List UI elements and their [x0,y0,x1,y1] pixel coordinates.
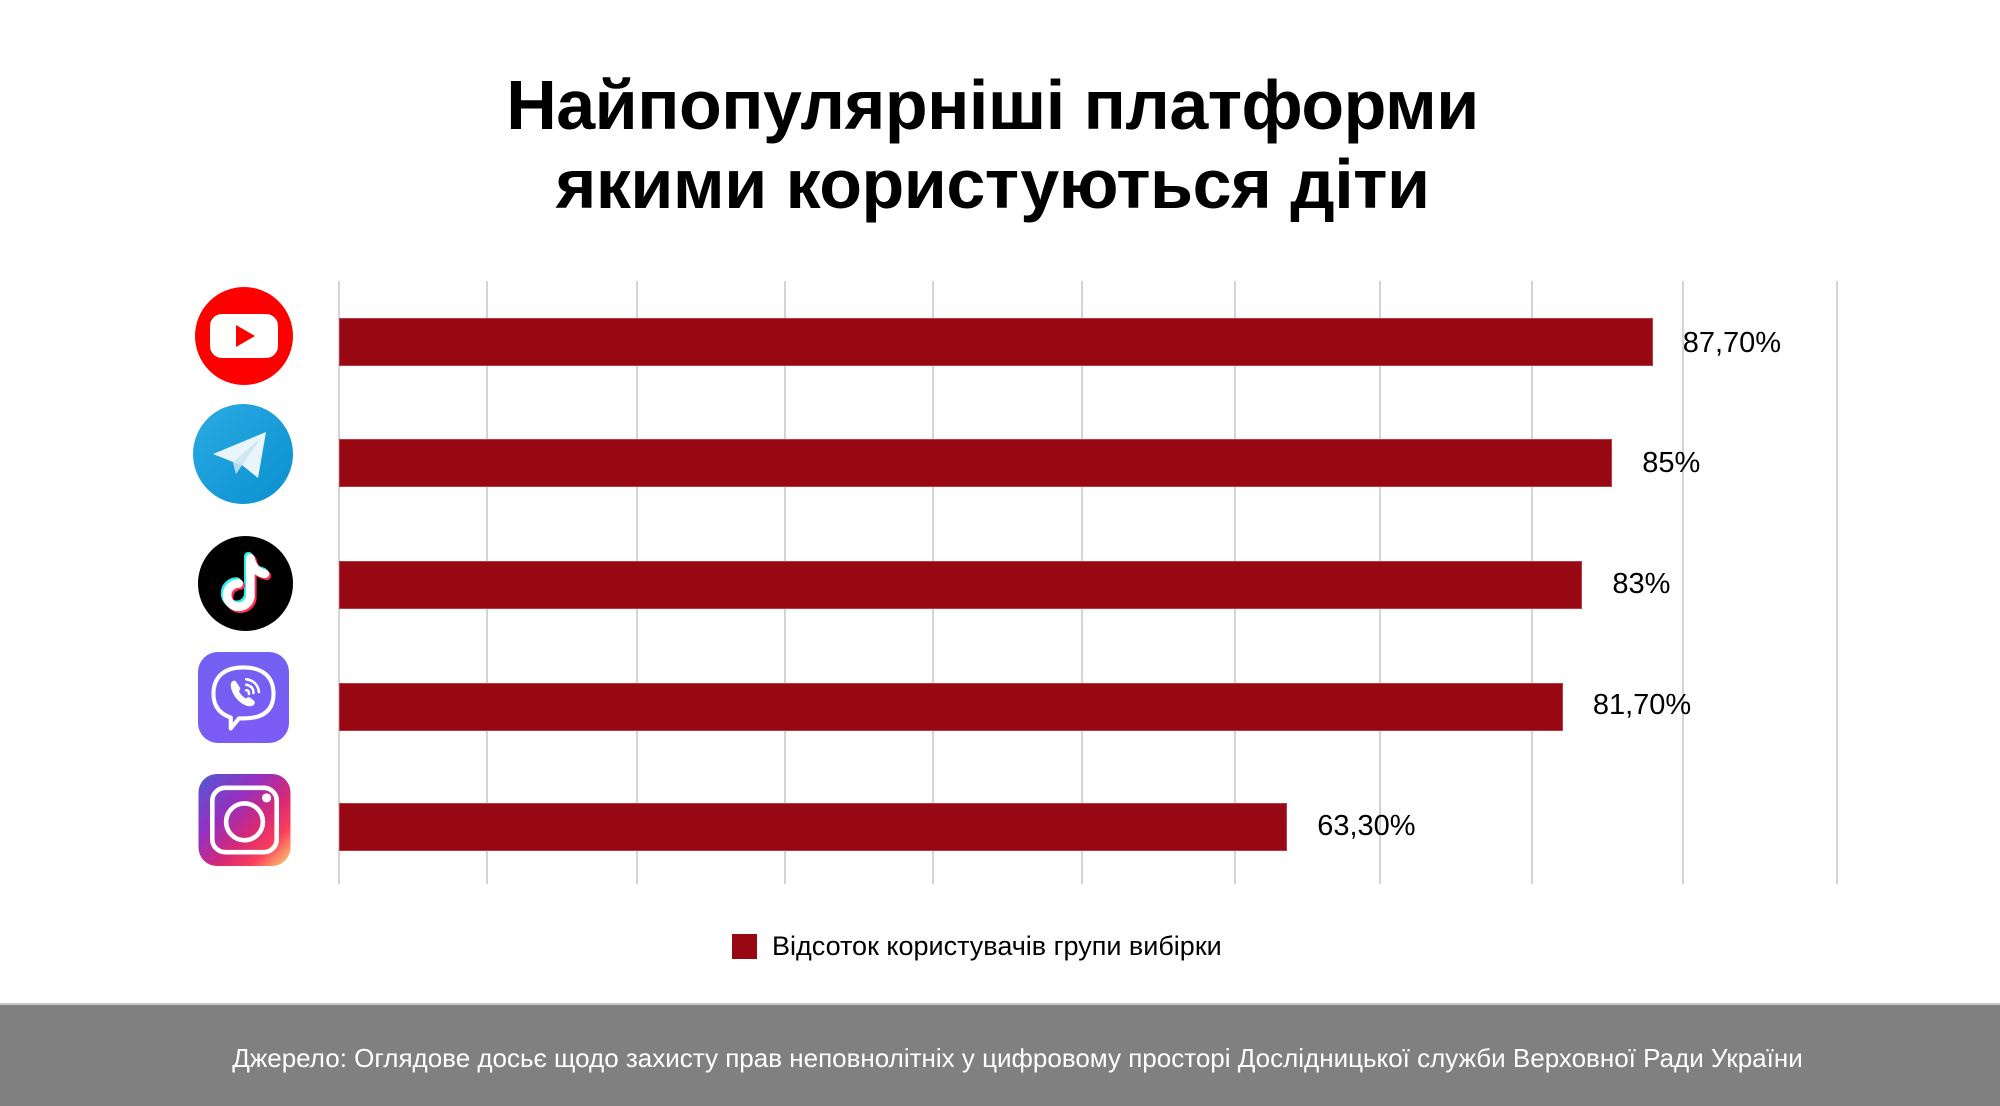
chart-title-line-1: Найпопулярніші платформи [506,66,1479,144]
chart-legend: Відсоток користувачів групи вибірки [732,931,1222,961]
bar-tiktok[interactable] [339,561,1583,609]
plot-area: 87,70% 85% 83% [193,281,1838,884]
bar-value-label-telegram: 85% [1642,447,1701,479]
source-footer: Джерело: Оглядове досьє щодо захисту пра… [0,1003,2000,1106]
gridline [1836,281,1838,884]
bar-youtube[interactable] [339,318,1653,366]
bar-value-label-instagram: 63,30% [1317,810,1416,842]
source-text: Джерело: Оглядове досьє щодо захисту пра… [232,1043,1803,1073]
gridline [1682,281,1684,884]
viber-icon [198,652,289,743]
tiktok-icon [197,535,294,632]
telegram-icon [193,404,293,504]
chart-title: Найпопулярніші платформи якими користуют… [0,66,1985,224]
bar-instagram[interactable] [339,803,1288,851]
instagram-icon [198,774,291,866]
bar-viber[interactable] [339,683,1563,731]
youtube-icon [195,287,293,385]
bar-value-label-youtube: 87,70% [1682,327,1782,359]
bar-telegram[interactable] [339,439,1613,487]
chart-title-line-2: якими користуються діти [555,145,1431,223]
legend-swatch [732,933,757,959]
legend-label: Відсоток користувачів групи вибірки [772,931,1222,961]
bar-value-label-viber: 81,70% [1592,689,1692,721]
bar-value-label-tiktok: 83% [1612,568,1671,600]
